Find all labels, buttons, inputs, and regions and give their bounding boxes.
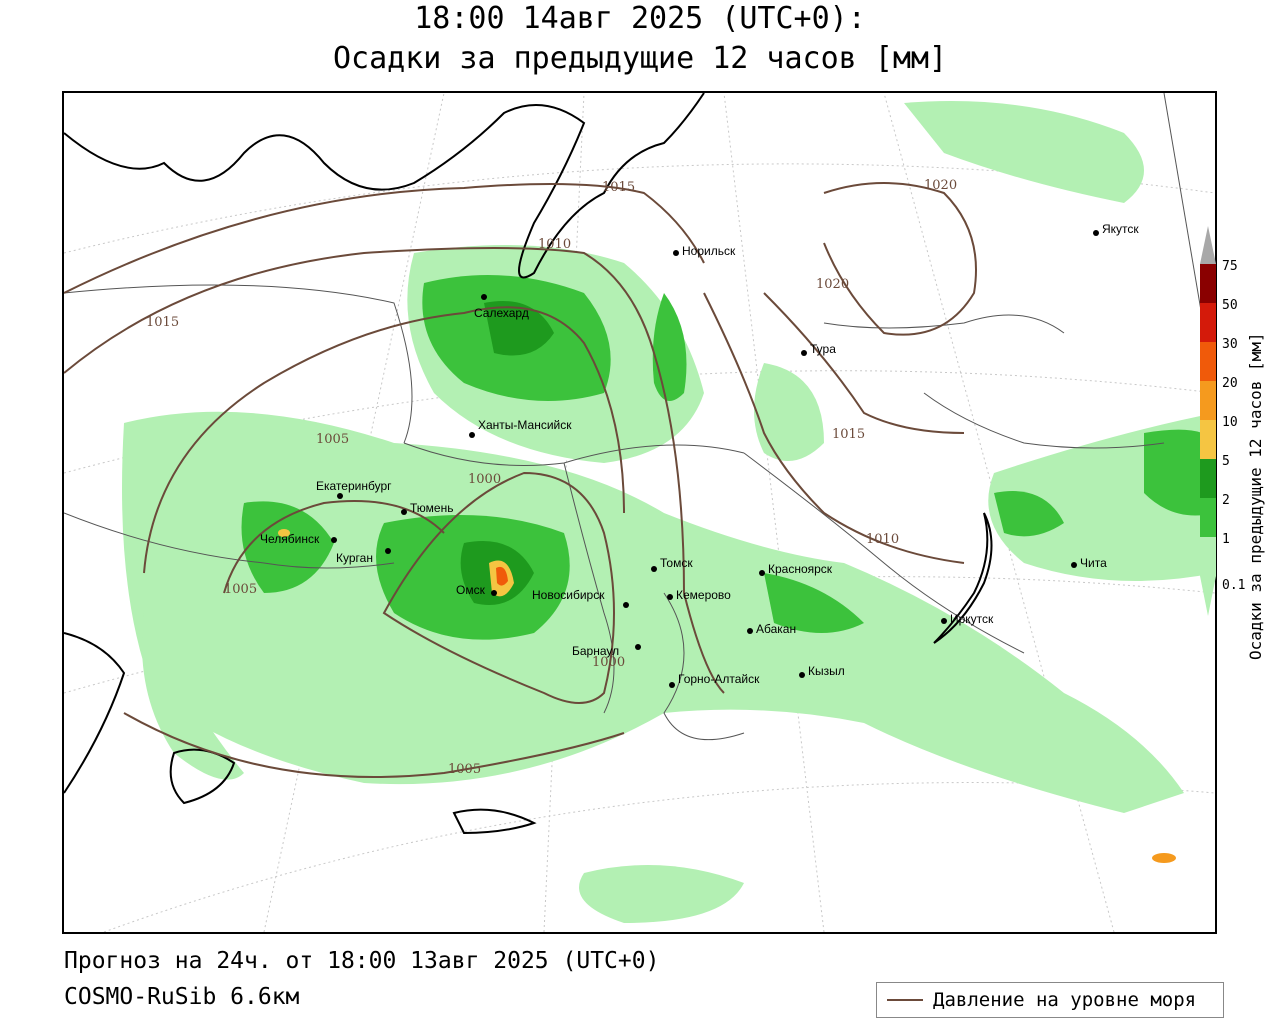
svg-text:Челябинск: Челябинск <box>260 532 320 546</box>
isobar-label: 1015 <box>602 180 635 195</box>
city-abakan[interactable]: Абакан <box>747 622 796 636</box>
svg-text:Норильск: Норильск <box>682 244 736 258</box>
colorbar-title: Осадки за предыдущие 12 часов [мм] <box>1246 332 1265 660</box>
svg-text:Курган: Курган <box>336 551 373 565</box>
svg-text:Екатеринбург: Екатеринбург <box>316 479 392 493</box>
city-norilsk[interactable]: Норильск <box>673 244 736 258</box>
colorbar-tick: 75 <box>1222 259 1238 274</box>
colorbar-tick: 2 <box>1222 493 1230 508</box>
city-yakutsk[interactable]: Якутск <box>1093 222 1139 236</box>
svg-text:Красноярск: Красноярск <box>768 562 833 576</box>
isobar-label: 1005 <box>224 582 257 597</box>
city-chita[interactable]: Чита <box>1071 556 1107 570</box>
svg-text:Томск: Томск <box>660 556 693 570</box>
svg-text:Ханты-Мансийск: Ханты-Мансийск <box>478 418 572 432</box>
colorbar-swatch <box>1200 381 1216 420</box>
city-novosibirsk[interactable]: Новосибирск <box>532 588 629 608</box>
isobar-label: 1005 <box>448 762 481 777</box>
map-title: 18:00 14авг 2025 (UTC+0): <box>414 1 866 36</box>
cities: Норильск Якутск Салехард Тура Ханты-Манс… <box>260 222 1139 688</box>
colorbar-tick: 1 <box>1222 532 1230 547</box>
svg-text:Салехард: Салехард <box>474 306 529 320</box>
colorbar-swatch <box>1200 264 1216 303</box>
svg-text:Кемерово: Кемерово <box>676 588 731 602</box>
isobar-label: 1010 <box>866 532 899 547</box>
isobar-label: 1000 <box>468 472 501 487</box>
city-chelyabinsk[interactable]: Челябинск <box>260 532 337 546</box>
city-gorno-altaysk[interactable]: Горно-Алтайск <box>669 672 760 688</box>
colorbar-underflow-arrow <box>1200 537 1216 616</box>
city-yekaterinburg[interactable]: Екатеринбург <box>316 479 392 499</box>
colorbar-swatch <box>1200 303 1216 342</box>
isobar-label: 1000 <box>592 655 625 670</box>
model-name: COSMO-RuSib 6.6км <box>64 984 300 1010</box>
forecast-info: Прогноз на 24ч. от 18:00 13авг 2025 (UTC… <box>64 948 660 974</box>
svg-text:Омск: Омск <box>456 583 486 597</box>
city-omsk[interactable]: Омск <box>456 583 497 597</box>
svg-text:Якутск: Якутск <box>1102 222 1139 236</box>
pressure-legend: Давление на уровне моря <box>876 982 1224 1018</box>
svg-text:Барнаул: Барнаул <box>572 644 619 658</box>
svg-text:Иркутск: Иркутск <box>950 612 994 626</box>
isobar-label: 1005 <box>316 432 349 447</box>
city-khanty-mansiysk[interactable]: Ханты-Мансийск <box>469 418 572 438</box>
precip-intense <box>278 529 1176 863</box>
colorbar-tick: 10 <box>1222 415 1238 430</box>
precipitation-map[interactable]: 1020 1020 1015 1015 1015 1010 1010 1005 … <box>62 91 1217 934</box>
city-kurgan[interactable]: Курган <box>336 548 391 565</box>
pressure-legend-label: Давление на уровне моря <box>933 989 1197 1011</box>
colorbar-tick: 5 <box>1222 454 1230 469</box>
colorbar-swatch <box>1200 420 1216 459</box>
colorbar-tick: 0.1 <box>1222 578 1246 593</box>
svg-text:Абакан: Абакан <box>756 622 796 636</box>
isobar-label: 1010 <box>538 237 571 252</box>
isobar-label: 1015 <box>146 315 179 330</box>
map-subtitle: Осадки за предыдущие 12 часов [мм] <box>332 41 948 76</box>
city-tura[interactable]: Тура <box>801 342 836 356</box>
svg-text:Горно-Алтайск: Горно-Алтайск <box>678 672 760 686</box>
city-kyzyl[interactable]: Кызыл <box>799 664 845 678</box>
isobar-label: 1020 <box>816 277 849 292</box>
colorbar-swatch <box>1200 498 1216 537</box>
city-tyumen[interactable]: Тюмень <box>401 501 453 515</box>
colorbar-tick: 30 <box>1222 337 1238 352</box>
svg-text:Тюмень: Тюмень <box>410 501 453 515</box>
svg-text:Чита: Чита <box>1080 556 1107 570</box>
colorbar-overflow-arrow <box>1200 226 1216 264</box>
city-kemerovo[interactable]: Кемерово <box>667 588 731 602</box>
colorbar-swatch <box>1200 459 1216 498</box>
city-krasnoyarsk[interactable]: Красноярск <box>759 562 833 576</box>
colorbar-tick: 20 <box>1222 376 1238 391</box>
colorbar-swatch <box>1200 342 1216 381</box>
svg-text:Новосибирск: Новосибирск <box>532 588 605 602</box>
colorbar: 0.1 1 2 5 10 20 30 50 75 <box>1196 226 1280 636</box>
isobar-label: 1015 <box>832 427 865 442</box>
isobar-label: 1020 <box>924 178 957 193</box>
svg-text:Кызыл: Кызыл <box>808 664 845 678</box>
isobars <box>64 182 977 778</box>
map-canvas: 1020 1020 1015 1015 1015 1010 1010 1005 … <box>64 93 1215 932</box>
city-salekhard[interactable]: Салехард <box>474 294 529 320</box>
colorbar-scale <box>1200 226 1216 616</box>
svg-text:Тура: Тура <box>810 342 836 356</box>
pressure-line-swatch <box>887 999 923 1001</box>
city-tomsk[interactable]: Томск <box>651 556 693 572</box>
isobar-labels: 1020 1020 1015 1015 1015 1010 1010 1005 … <box>146 178 957 777</box>
coastline <box>64 93 993 835</box>
city-barnaul[interactable]: Барнаул <box>572 644 641 658</box>
city-irkutsk[interactable]: Иркутск <box>941 612 994 626</box>
colorbar-tick: 50 <box>1222 298 1238 313</box>
